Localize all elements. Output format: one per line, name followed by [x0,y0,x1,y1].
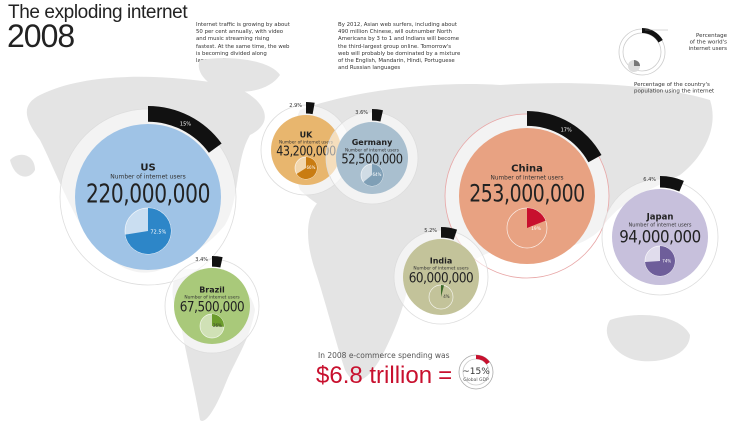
ecommerce-amount: $6.8 trillion [316,362,432,389]
legend-inner-label: Percentage of the country's population us… [634,82,715,95]
users-caption: Number of internet users [413,266,469,272]
world-share-label: 3.6% [355,110,368,116]
legend: Percentage of the world's internet users P… [618,28,728,95]
world-share-arc [148,106,222,153]
population-pie-wedge [441,285,444,297]
population-share-label: 4% [443,294,450,299]
users-count: 60,000,000 [409,271,474,287]
world-share-arc [527,111,602,163]
users-count: 94,000,000 [619,227,701,247]
world-share-arc [441,227,458,240]
country-bubble [75,124,221,270]
legend-outer-label: Percentage of the world's internet users [689,33,728,52]
users-count: 67,500,000 [180,300,245,316]
world-share-arc [306,102,315,115]
population-pie-wedge [645,246,676,277]
users-caption: Number of internet users [184,295,240,301]
users-caption: Number of internet users [629,223,692,229]
users-caption: Number of internet users [110,174,186,181]
population-share-label: 64% [373,172,382,177]
population-pie-wedge [212,314,224,327]
country-name: China [511,164,543,175]
population-share-label: 66% [307,165,316,170]
world-share-label: 5.2% [424,228,437,234]
users-count: 52,500,000 [341,152,402,167]
country-bubble [403,239,479,315]
country-bubble [336,122,408,194]
world-share-arc [212,256,223,268]
gdp-label: ~15% [462,367,490,377]
page-title: The exploding internet [8,2,188,23]
population-pie-wedge [363,164,384,186]
country-bubble [174,268,250,344]
country-name: US [140,163,155,174]
legend-share-arc [642,28,663,43]
world-share-label: 17% [561,128,572,134]
population-share-label: 72.5% [150,229,166,235]
ecommerce-equals: = [438,362,452,389]
gdp-badge: ~15% Global GDP [458,354,494,390]
ecommerce-callout: In 2008 e-commerce spending was $6.8 tri… [316,351,494,390]
country-name: UK [300,130,313,139]
world-share-arc [660,176,684,192]
country-bubble [271,115,341,185]
year-heading: 2008 [7,18,75,54]
world-share-label: 3.4% [195,257,208,263]
population-pie-wedge [125,208,171,255]
world-share-label: 6.4% [643,177,656,183]
intro-text-right: By 2012, Asian web surfers, including ab… [338,22,461,72]
users-caption: Number of internet users [345,147,400,153]
users-count: 220,000,000 [86,180,210,210]
gdp-caption: Global GDP [463,377,489,383]
population-pie-wedge [296,157,318,179]
world-share-arc [372,109,383,122]
population-share-label: 19% [531,226,541,232]
country-bubble [459,128,595,264]
population-share-label: 74% [662,259,671,264]
country-name: Germany [352,138,393,147]
country-name: Japan [646,213,674,223]
legend-pie-wedge [634,60,640,66]
world-share-label: 15% [180,121,191,127]
users-caption: Number of internet users [279,140,334,146]
country-name: India [430,256,453,265]
country-bubble [612,189,708,285]
population-share-label: 26% [213,323,222,328]
gdp-share-arc [476,355,490,365]
users-count: 253,000,000 [469,179,585,207]
ecommerce-intro: In 2008 e-commerce spending was [318,351,450,360]
world-share-label: 2.9% [289,103,302,109]
users-count: 43,200,000 [276,145,336,160]
users-caption: Number of internet users [491,175,564,181]
population-pie-wedge [527,208,546,228]
country-name: Brazil [199,285,225,294]
